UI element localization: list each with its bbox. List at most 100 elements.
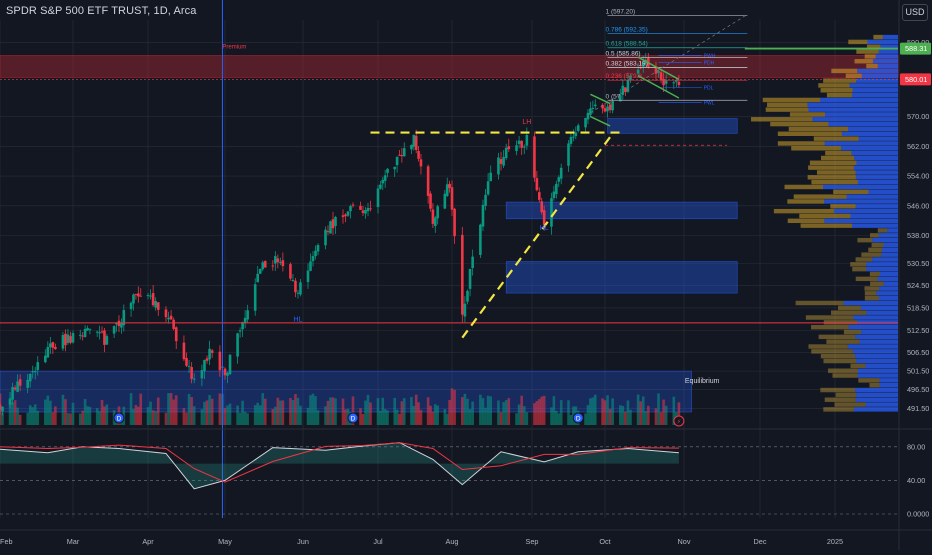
candle-body bbox=[81, 335, 84, 337]
profile-bar-sell bbox=[848, 39, 868, 45]
volume-bar bbox=[431, 411, 435, 425]
volume-bar bbox=[200, 409, 204, 425]
volume-bar bbox=[190, 397, 193, 425]
candle-body bbox=[569, 137, 573, 144]
candle-body bbox=[100, 331, 104, 333]
volume-bar bbox=[256, 402, 260, 425]
profile-bar-buy bbox=[833, 208, 898, 214]
profile-bar-sell bbox=[808, 165, 854, 170]
price-tick: 554.00 bbox=[907, 172, 929, 181]
profile-bar-buy bbox=[849, 83, 898, 88]
candle-body bbox=[504, 147, 508, 159]
candle-body bbox=[603, 108, 607, 112]
volume-bar bbox=[555, 410, 558, 425]
volume-bar bbox=[299, 405, 302, 425]
profile-bar-sell bbox=[811, 179, 858, 185]
candle-body bbox=[294, 280, 297, 293]
candle-body bbox=[525, 134, 529, 146]
rsi-tick: 80.00 bbox=[907, 442, 925, 451]
profile-bar-buy bbox=[859, 339, 898, 344]
zone-equilibrium bbox=[0, 370, 692, 413]
candle-body bbox=[329, 221, 332, 234]
candle-body bbox=[261, 262, 265, 270]
profile-bar-sell bbox=[835, 392, 857, 398]
profile-bar-sell bbox=[838, 305, 861, 311]
volume-bar bbox=[677, 402, 681, 425]
volume-bar bbox=[281, 400, 285, 425]
candle-body bbox=[64, 333, 67, 346]
volume-bar bbox=[517, 404, 521, 425]
candle-body bbox=[572, 136, 575, 138]
profile-bar-sell bbox=[751, 117, 813, 122]
candle-body bbox=[69, 336, 72, 343]
volume-bar bbox=[448, 399, 451, 425]
candle-body bbox=[624, 87, 627, 93]
green-level-label: 588.31 bbox=[905, 44, 927, 53]
candle-body bbox=[16, 381, 19, 392]
candle-body bbox=[334, 216, 337, 226]
lightning-marker[interactable] bbox=[673, 415, 685, 427]
volume-bar bbox=[44, 399, 47, 425]
event-marker[interactable] bbox=[347, 412, 359, 424]
volume-bar bbox=[629, 409, 632, 425]
equilibrium-label: Equilibrium bbox=[685, 378, 720, 385]
volume-bar bbox=[139, 393, 143, 425]
currency-button[interactable]: USD bbox=[902, 4, 928, 21]
profile-bar-buy bbox=[847, 344, 898, 349]
candle-body bbox=[499, 159, 503, 164]
time-tick: Jul bbox=[373, 537, 383, 546]
volume-bar bbox=[156, 397, 160, 425]
profile-bar-sell bbox=[795, 300, 844, 306]
candle-body bbox=[218, 351, 222, 371]
volume-bar bbox=[497, 400, 500, 425]
profile-bar-sell bbox=[818, 83, 850, 88]
profile-bar-buy bbox=[848, 126, 898, 132]
fib-trend-line bbox=[590, 14, 748, 114]
candle-body bbox=[517, 140, 521, 144]
volume-bar bbox=[326, 400, 330, 425]
volume-bar bbox=[238, 412, 242, 425]
candle-body bbox=[271, 265, 275, 267]
volume-bar bbox=[647, 405, 650, 425]
volume-bar bbox=[132, 408, 135, 425]
candle-body bbox=[246, 310, 249, 320]
volume-bar bbox=[51, 412, 55, 425]
volume-bar bbox=[26, 412, 29, 425]
price-tick: 501.50 bbox=[907, 367, 929, 376]
event-marker[interactable] bbox=[113, 412, 125, 424]
candle-body bbox=[226, 372, 229, 376]
event-marker-label: D bbox=[117, 416, 122, 423]
volume-bar bbox=[383, 409, 387, 425]
candle-body bbox=[120, 322, 123, 328]
candle-body bbox=[137, 293, 140, 297]
candle-body bbox=[412, 135, 416, 147]
profile-bar-buy bbox=[855, 397, 898, 402]
candle-body bbox=[169, 315, 173, 320]
profile-bar-sell bbox=[864, 295, 879, 301]
profile-bar-sell bbox=[826, 92, 853, 98]
volume-bars bbox=[0, 388, 681, 425]
volume-bar bbox=[659, 412, 663, 425]
price-tick: 562.00 bbox=[907, 142, 929, 151]
candle-body bbox=[13, 387, 17, 390]
candle-body bbox=[122, 310, 126, 326]
profile-bar-sell bbox=[866, 44, 881, 49]
candle-body bbox=[203, 359, 206, 372]
profile-bar-sell bbox=[832, 373, 858, 378]
volume-bar bbox=[263, 398, 267, 425]
price-tick: 530.50 bbox=[907, 259, 929, 268]
zone-premium bbox=[0, 54, 899, 78]
volume-bar bbox=[515, 413, 518, 425]
volume-bar bbox=[468, 409, 472, 425]
event-marker[interactable] bbox=[572, 412, 584, 424]
profile-bar-sell bbox=[864, 291, 877, 296]
profile-bar-sell bbox=[825, 150, 852, 156]
event-marker-label: D bbox=[576, 416, 581, 423]
profile-bar-buy bbox=[824, 218, 898, 224]
volume-bar bbox=[657, 393, 660, 425]
volume-bar bbox=[584, 413, 587, 425]
profile-bar-sell bbox=[834, 402, 866, 407]
candle-body bbox=[542, 210, 546, 225]
